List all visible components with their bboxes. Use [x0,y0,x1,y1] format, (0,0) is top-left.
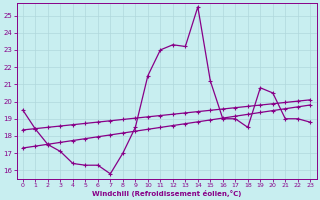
X-axis label: Windchill (Refroidissement éolien,°C): Windchill (Refroidissement éolien,°C) [92,190,241,197]
